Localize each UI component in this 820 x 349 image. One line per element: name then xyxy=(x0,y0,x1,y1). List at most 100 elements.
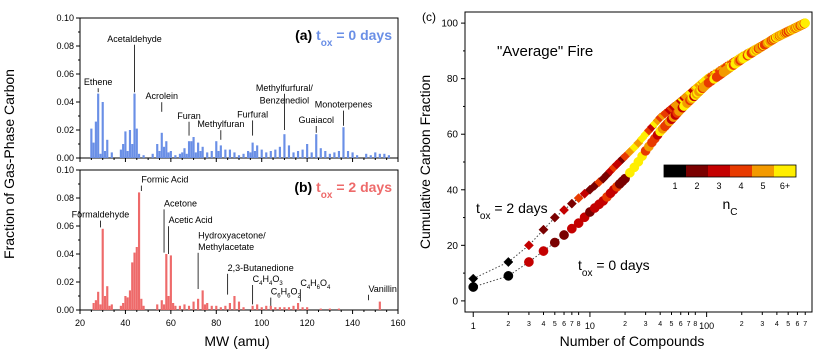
bar xyxy=(201,290,204,310)
bar xyxy=(269,305,272,310)
bar xyxy=(333,152,336,158)
data-point-diamond xyxy=(566,198,577,209)
curve-label-2-days: tox = 2 days xyxy=(476,200,548,222)
y-tick-label: 0 xyxy=(452,296,458,307)
bar xyxy=(274,149,277,158)
bar xyxy=(328,308,331,310)
y-tick-label: 0.10 xyxy=(56,165,74,175)
x-tick-label: 100 xyxy=(254,318,269,328)
bar xyxy=(94,121,97,158)
bar xyxy=(251,305,254,310)
data-point-circle xyxy=(567,223,577,234)
bar xyxy=(237,301,241,310)
x-tick-label: 20 xyxy=(75,318,85,328)
bar xyxy=(224,149,227,158)
bar xyxy=(260,149,263,158)
bar xyxy=(172,303,175,310)
y-tick-label: 80 xyxy=(447,74,459,85)
legend-swatch xyxy=(774,165,796,177)
bar xyxy=(199,151,202,158)
bar xyxy=(181,152,184,158)
bar xyxy=(287,307,291,310)
y-tick-label: 0.06 xyxy=(56,221,74,231)
bar xyxy=(292,152,295,158)
data-point-circle xyxy=(538,246,549,256)
compound-label: Formaldehyde xyxy=(72,210,130,220)
bar xyxy=(110,152,113,158)
x-tick-label: 3 xyxy=(527,321,531,328)
bar xyxy=(251,142,254,158)
bar xyxy=(337,308,341,310)
compound-label: C6H6O2 xyxy=(271,287,302,300)
data-point-circle xyxy=(559,230,569,240)
legend-swatch xyxy=(708,165,730,177)
bar xyxy=(356,155,359,158)
x-tick-label: 5 xyxy=(553,321,557,328)
bar xyxy=(219,307,222,310)
bar xyxy=(365,153,368,158)
bar xyxy=(119,305,122,310)
x-tick-label: 2 xyxy=(740,321,744,328)
bar xyxy=(194,152,197,158)
bar xyxy=(110,304,113,310)
x-tick-label: 7 xyxy=(687,321,691,328)
bar xyxy=(92,142,95,158)
bar xyxy=(162,146,166,158)
bar xyxy=(128,130,132,158)
bar xyxy=(265,305,268,310)
bar xyxy=(135,247,138,310)
bar xyxy=(319,308,322,310)
bar xyxy=(133,252,136,310)
right-ylabel: Cumulative Carbon Fraction xyxy=(417,75,433,249)
bar xyxy=(224,305,227,310)
bar xyxy=(192,301,195,310)
bar xyxy=(137,153,141,158)
x-tick-label: 80 xyxy=(211,318,221,328)
data-point-diamond xyxy=(468,273,479,284)
x-tick-label: 40 xyxy=(120,318,130,328)
right-xlabel: Number of Compounds xyxy=(560,333,705,349)
data-point-circle xyxy=(800,18,810,29)
y-tick-label: 0.08 xyxy=(56,193,74,203)
bar xyxy=(165,141,168,158)
panel-a: 0.00 0.02 0.04 0.06 0.08 0.10 (a) tox = 0 days… xyxy=(56,13,399,163)
bar xyxy=(337,151,341,158)
bar xyxy=(256,304,259,310)
bar xyxy=(383,153,386,158)
bar xyxy=(103,151,107,158)
bar xyxy=(249,152,252,158)
x-tick-label: 100 xyxy=(699,321,714,331)
bar xyxy=(192,137,195,158)
x-tick-label: 60 xyxy=(166,318,176,328)
bar xyxy=(278,307,281,310)
data-point-diamond xyxy=(573,193,584,204)
y-tick-label: 0.04 xyxy=(56,97,74,107)
compound-label: Acetaldehyde xyxy=(107,34,162,44)
compound-label: Guaiacol xyxy=(298,115,334,125)
bar xyxy=(206,303,209,310)
bar xyxy=(228,149,231,158)
bar xyxy=(131,262,134,310)
y-tick-label: 60 xyxy=(447,130,459,141)
legend-label: 2 xyxy=(694,181,699,191)
bar xyxy=(183,148,186,158)
compound-label: Monoterpenes xyxy=(315,100,373,110)
bar xyxy=(306,144,309,158)
panel-b: 0.00 0.02 0.04 0.06 0.08 0.10 20 40 60 80 100 120 14… xyxy=(56,165,405,328)
bar xyxy=(160,300,163,310)
x-tick-label: 3 xyxy=(760,321,764,328)
bar xyxy=(178,305,182,310)
x-tick-label: 4 xyxy=(542,321,546,328)
data-point-circle xyxy=(549,237,560,248)
compound-label: Methylfurfural/ xyxy=(256,83,314,93)
bar xyxy=(167,152,170,158)
bar xyxy=(301,307,304,310)
bar xyxy=(369,155,372,158)
bar xyxy=(174,305,177,310)
bar xyxy=(174,155,177,158)
curve-label-0-days: tox = 0 days xyxy=(578,257,650,279)
compound-label: Formic Acid xyxy=(141,175,188,185)
bar xyxy=(142,305,145,310)
bar xyxy=(133,93,136,158)
compound-label: Acrolein xyxy=(146,91,179,101)
